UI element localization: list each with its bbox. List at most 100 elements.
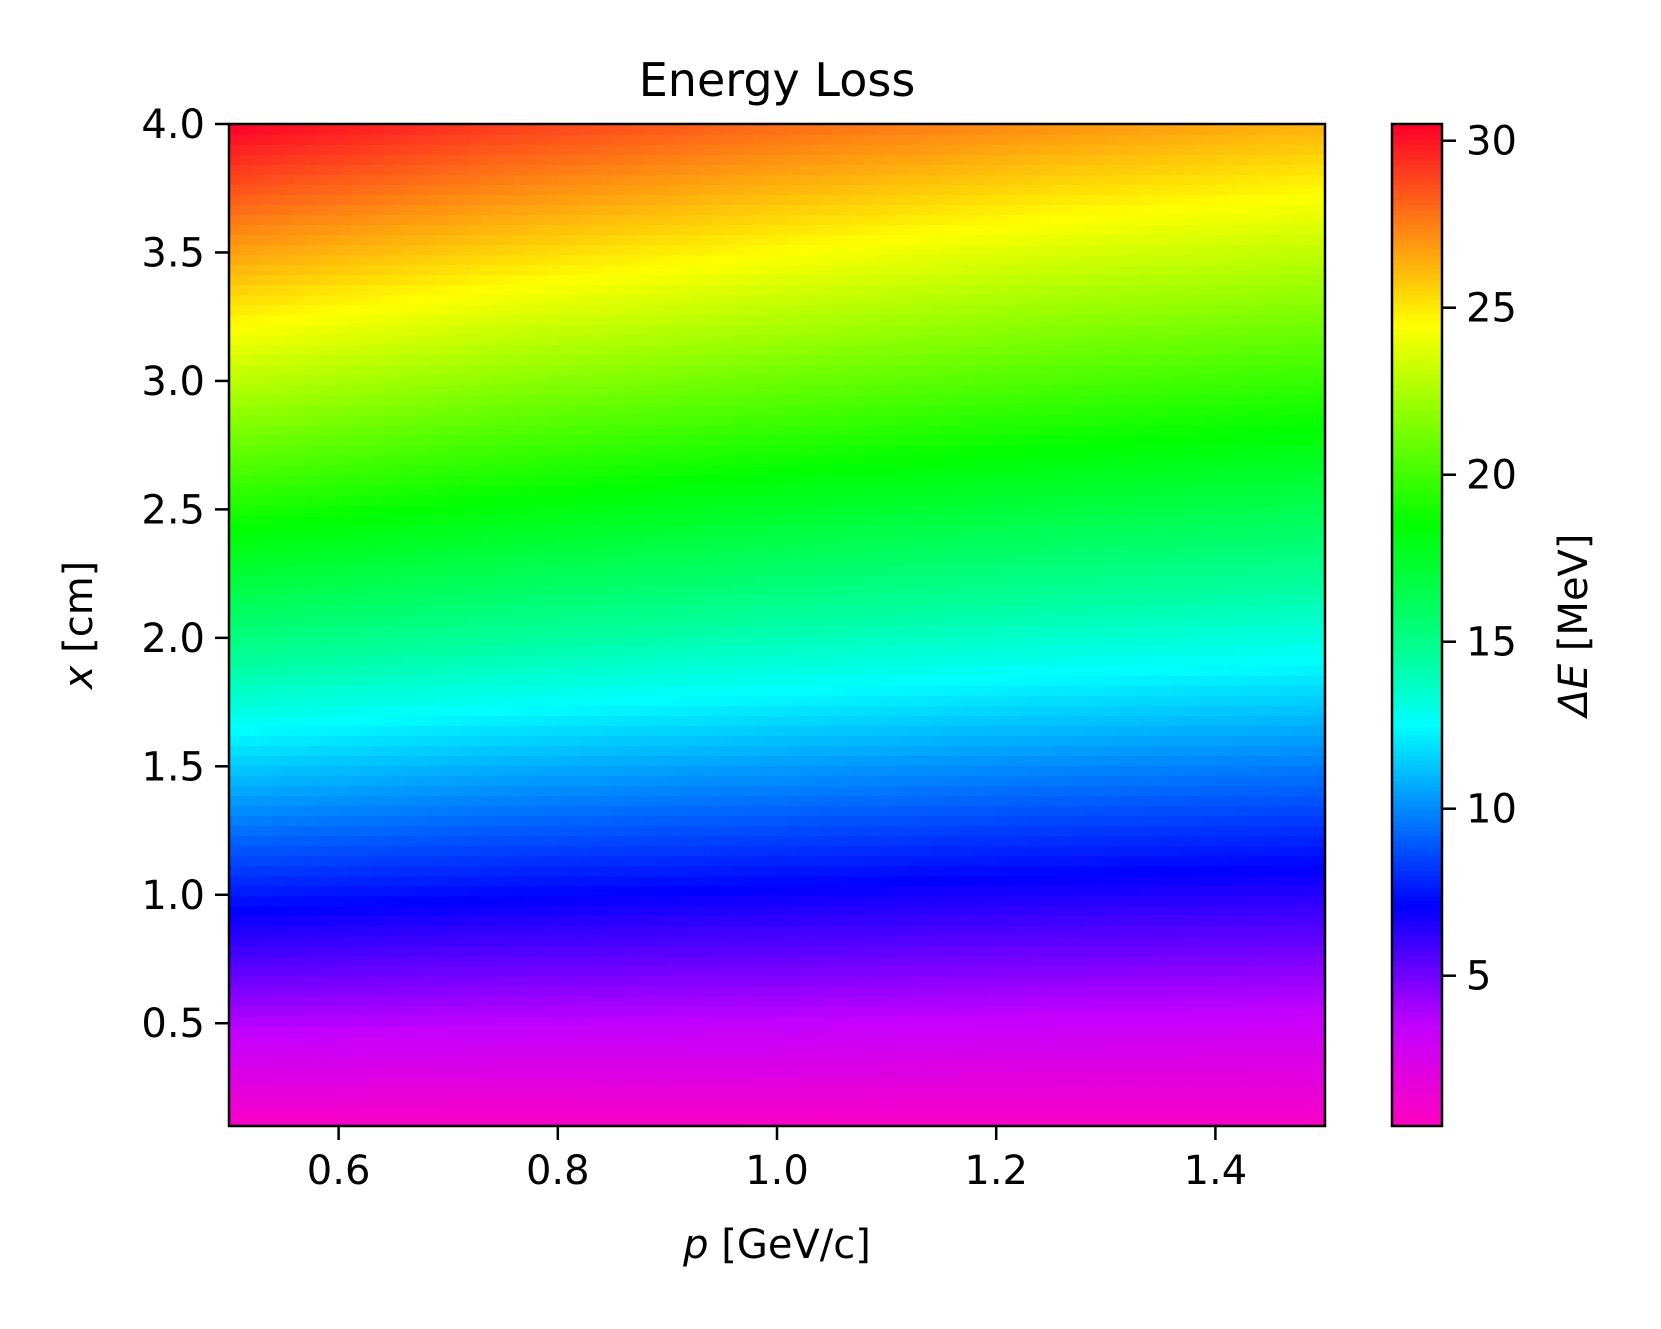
heatmap-cell	[1061, 755, 1074, 767]
heatmap-cell	[1171, 1085, 1184, 1097]
heatmap-cell	[601, 1035, 614, 1047]
heatmap-cell	[1051, 895, 1063, 907]
heatmap-cell	[1215, 1115, 1228, 1126]
heatmap-cell	[634, 765, 647, 777]
heatmap-cell	[809, 975, 822, 987]
heatmap-cell	[250, 915, 263, 927]
heatmap-cell	[1051, 855, 1063, 867]
heatmap-cell	[283, 825, 296, 837]
heatmap-cell	[1270, 795, 1282, 807]
heatmap-cell	[897, 995, 910, 1007]
heatmap-cell	[1051, 655, 1063, 666]
heatmap-cell	[1292, 755, 1304, 767]
heatmap-cell	[229, 745, 241, 757]
heatmap-cell	[711, 1105, 723, 1117]
heatmap-cell	[1094, 845, 1107, 857]
heatmap-cell	[601, 895, 614, 907]
heatmap-cell	[382, 795, 395, 807]
heatmap-cell	[831, 995, 844, 1007]
heatmap-cell	[787, 865, 800, 877]
heatmap-cell	[919, 1055, 932, 1067]
heatmap-cell	[360, 625, 373, 636]
heatmap-cell	[612, 1035, 625, 1047]
heatmap-cell	[711, 655, 723, 666]
heatmap-cell	[1215, 725, 1228, 737]
heatmap-cell	[744, 855, 756, 867]
heatmap-cell	[1072, 855, 1085, 867]
heatmap-cell	[1072, 635, 1085, 646]
heatmap-cell	[1292, 825, 1304, 837]
heatmap-cell	[481, 705, 493, 716]
heatmap-cell	[1193, 1095, 1206, 1107]
heatmap-cell	[1083, 1085, 1096, 1097]
heatmap-cell	[963, 1105, 976, 1117]
heatmap-cell	[820, 835, 833, 847]
heatmap-cell	[1171, 945, 1184, 957]
heatmap-cell	[1127, 895, 1140, 907]
heatmap-cell	[1204, 795, 1217, 807]
heatmap-cell	[459, 745, 471, 757]
heatmap-cell	[1248, 1115, 1261, 1126]
heatmap-cell	[1094, 935, 1107, 947]
heatmap-cell	[996, 1115, 1008, 1126]
heatmap-cell	[996, 1005, 1008, 1017]
heatmap-cell	[842, 995, 855, 1007]
heatmap-cell	[250, 1005, 263, 1017]
heatmap-cell	[985, 625, 997, 636]
heatmap-cell	[952, 1005, 965, 1017]
heatmap-cell	[557, 695, 570, 706]
heatmap-cell	[459, 635, 471, 646]
heatmap-cell	[974, 785, 987, 797]
heatmap-cell	[294, 625, 307, 636]
heatmap-cell	[722, 955, 734, 967]
heatmap-cell	[733, 1045, 745, 1057]
heatmap-cell	[1105, 745, 1118, 757]
heatmap-cell	[985, 935, 997, 947]
heatmap-cell	[1171, 835, 1184, 847]
heatmap-cell	[1303, 715, 1315, 726]
heatmap-cell	[250, 625, 263, 636]
heatmap-cell	[546, 765, 559, 777]
heatmap-cell	[1072, 835, 1085, 847]
heatmap-cell	[875, 805, 888, 817]
heatmap-cell	[1281, 695, 1293, 706]
heatmap-cell	[1105, 1105, 1118, 1117]
heatmap-cell	[492, 755, 504, 767]
heatmap-cell	[1127, 785, 1140, 797]
heatmap-cell	[327, 935, 340, 947]
heatmap-cell	[809, 705, 822, 716]
heatmap-cell	[831, 985, 844, 997]
heatmap-cell	[492, 765, 504, 777]
heatmap-cell	[1083, 675, 1096, 686]
heatmap-cell	[327, 795, 340, 807]
heatmap-cell	[1171, 1095, 1184, 1107]
heatmap-cell	[1116, 735, 1129, 747]
heatmap-cell	[568, 935, 581, 947]
heatmap-cell	[875, 625, 888, 636]
heatmap-cell	[261, 905, 274, 917]
heatmap-cell	[1072, 1035, 1085, 1047]
heatmap-cell	[1193, 905, 1206, 917]
heatmap-cell	[601, 955, 614, 967]
heatmap-cell	[722, 905, 734, 917]
heatmap-cell	[1281, 1035, 1293, 1047]
heatmap-cell	[492, 1105, 504, 1117]
heatmap-cell	[239, 1105, 252, 1117]
heatmap-cell	[875, 1035, 888, 1047]
heatmap-cell	[1094, 1045, 1107, 1057]
heatmap-cell	[1061, 685, 1074, 696]
heatmap-cell	[1314, 645, 1325, 656]
heatmap-cell	[656, 885, 669, 897]
heatmap-cell	[733, 695, 745, 706]
heatmap-cell	[382, 935, 395, 947]
heatmap-cell	[809, 1015, 822, 1027]
heatmap-cell	[963, 785, 976, 797]
heatmap-cell	[579, 725, 592, 737]
heatmap-cell	[459, 685, 471, 696]
heatmap-cell	[875, 755, 888, 767]
heatmap-cell	[1292, 715, 1304, 726]
heatmap-cell	[1292, 795, 1304, 807]
heatmap-cell	[974, 945, 987, 957]
heatmap-cell	[798, 705, 811, 716]
heatmap-cell	[524, 925, 537, 937]
